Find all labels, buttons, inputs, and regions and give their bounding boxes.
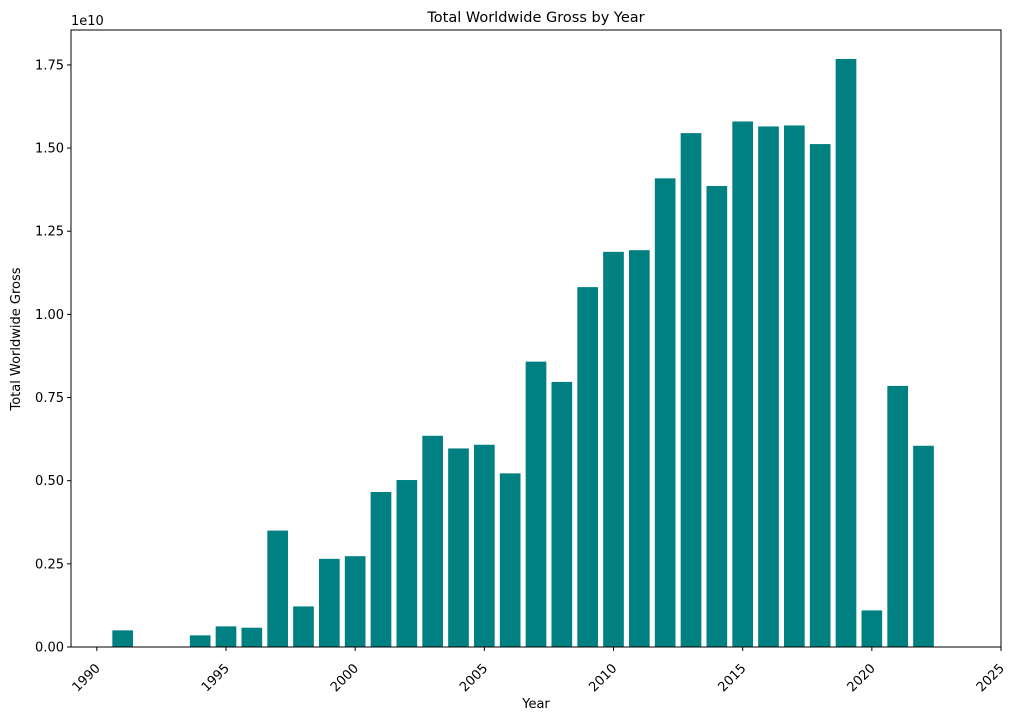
bar-2018 xyxy=(809,144,831,647)
x-tick-label: 2015 xyxy=(715,661,749,695)
y-axis-ticks: 0.00 0.25 0.50 0.75 1.00 1.25 1.50 1.75 xyxy=(35,58,71,656)
bar-1991 xyxy=(112,630,133,647)
chart-title: Total Worldwide Gross by Year xyxy=(426,10,644,26)
bar-1995 xyxy=(215,626,237,647)
bar-2000 xyxy=(344,556,366,647)
bar-2016 xyxy=(758,126,779,647)
x-tick-label: 2000 xyxy=(328,661,362,695)
bar-2009 xyxy=(577,287,598,647)
bar-2014 xyxy=(706,185,728,648)
y-tick-label: 0.25 xyxy=(35,557,64,572)
bar-1999 xyxy=(319,558,340,647)
x-tick-label: 2025 xyxy=(974,661,1008,695)
x-tick-label: 2005 xyxy=(457,661,491,695)
bar-2003 xyxy=(422,435,443,647)
bar-2005 xyxy=(474,444,495,647)
bar-2008 xyxy=(551,381,573,647)
bar-2013 xyxy=(680,133,702,647)
bar-2004 xyxy=(448,448,469,647)
y-tick-label: 1.00 xyxy=(35,308,64,323)
bar-2021 xyxy=(887,385,908,647)
x-axis-ticks: 1990 1995 2000 2005 2010 2015 2020 2025 xyxy=(70,647,1008,695)
y-tick-label: 0.50 xyxy=(35,474,64,489)
y-tick-label: 0.75 xyxy=(35,391,64,406)
bar-2012 xyxy=(654,178,676,648)
plot-frame xyxy=(70,29,1002,648)
bar-2017 xyxy=(784,125,805,647)
y-tick-label: 1.75 xyxy=(35,58,64,73)
y-tick-label: 0.00 xyxy=(35,641,64,656)
x-tick-label: 1995 xyxy=(199,661,233,695)
x-tick-label: 1990 xyxy=(70,661,104,695)
bar-1994 xyxy=(189,635,211,647)
bar-2001 xyxy=(370,492,392,647)
x-tick-label: 2010 xyxy=(586,661,620,695)
y-axis-offset-label: 1e10 xyxy=(71,14,104,29)
bars-group xyxy=(112,58,934,648)
bar-2020 xyxy=(861,610,883,647)
bar-1996 xyxy=(241,627,263,647)
y-tick-label: 1.25 xyxy=(35,225,64,240)
x-tick-label: 2020 xyxy=(845,661,879,695)
bar-1997 xyxy=(267,530,288,647)
bar-2006 xyxy=(499,473,521,647)
y-tick-label: 1.50 xyxy=(35,142,64,157)
bar-1998 xyxy=(293,606,314,647)
bar-2010 xyxy=(603,251,624,647)
bar-2011 xyxy=(629,250,650,647)
bar-2007 xyxy=(525,361,547,647)
y-axis-label: Total Worldwide Gross xyxy=(9,267,24,411)
x-axis-label: Year xyxy=(521,697,550,712)
bar-2019 xyxy=(835,58,857,648)
bar-2022 xyxy=(913,445,934,647)
bar-2015 xyxy=(732,121,753,648)
bar-2002 xyxy=(396,480,418,647)
